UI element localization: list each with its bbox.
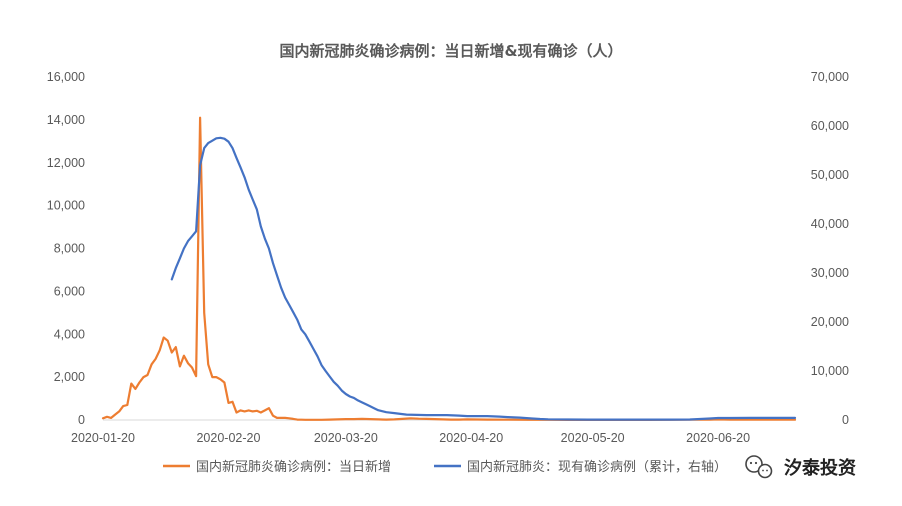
right-y-tick-label: 50,000 — [811, 168, 849, 182]
left-y-tick-label: 10,000 — [47, 199, 85, 213]
right-y-tick-label: 0 — [842, 413, 849, 427]
series-line-new-cases — [101, 116, 797, 421]
watermark-text: 汐泰投资 — [784, 457, 856, 479]
x-tick-label: 2020-01-20 — [71, 431, 135, 445]
left-y-tick-label: 4,000 — [54, 327, 85, 341]
legend: 国内新冠肺炎确诊病例：当日新增 国内新冠肺炎：现有确诊病例（累计，右轴） — [163, 459, 727, 475]
x-tick-label: 2020-05-20 — [561, 431, 625, 445]
right-y-tick-label: 40,000 — [811, 217, 849, 231]
series-layer — [101, 116, 797, 421]
left-y-tick-label: 16,000 — [47, 70, 85, 84]
x-tick-label: 2020-04-20 — [439, 431, 503, 445]
chart-title: 国内新冠肺炎确诊病例：当日新增&现有确诊（人） — [279, 42, 622, 60]
right-y-axis-ticks: 0 10,000 20,000 30,000 40,000 50,000 60,000 70,… — [811, 70, 849, 427]
x-tick-label: 2020-06-20 — [686, 431, 750, 445]
right-y-tick-label: 30,000 — [811, 266, 849, 280]
x-tick-label: 2020-03-20 — [314, 431, 378, 445]
x-axis-ticks: 2020-01-20 2020-02-20 2020-03-20 2020-04-20… — [71, 431, 750, 445]
left-y-axis-ticks: 0 2,000 4,000 6,000 8,000 10,000 12,000 14,000 1… — [47, 70, 85, 427]
right-y-tick-label: 70,000 — [811, 70, 849, 84]
left-y-tick-label: 0 — [78, 413, 85, 427]
left-y-tick-label: 14,000 — [47, 113, 85, 127]
right-y-tick-label: 10,000 — [811, 364, 849, 378]
left-y-tick-label: 12,000 — [47, 156, 85, 170]
left-y-tick-label: 6,000 — [54, 284, 85, 298]
left-y-tick-label: 2,000 — [54, 370, 85, 384]
watermark: 汐泰投资 — [745, 455, 856, 479]
right-y-tick-label: 20,000 — [811, 315, 849, 329]
x-tick-label: 2020-02-20 — [196, 431, 260, 445]
legend-label-current-cases: 国内新冠肺炎：现有确诊病例（累计，右轴） — [467, 459, 727, 475]
right-y-tick-label: 60,000 — [811, 119, 849, 133]
series-line-current-cases — [170, 136, 797, 421]
legend-label-new-cases: 国内新冠肺炎确诊病例：当日新增 — [196, 459, 391, 475]
left-y-tick-label: 8,000 — [54, 242, 85, 256]
wechat-icon — [745, 455, 773, 479]
